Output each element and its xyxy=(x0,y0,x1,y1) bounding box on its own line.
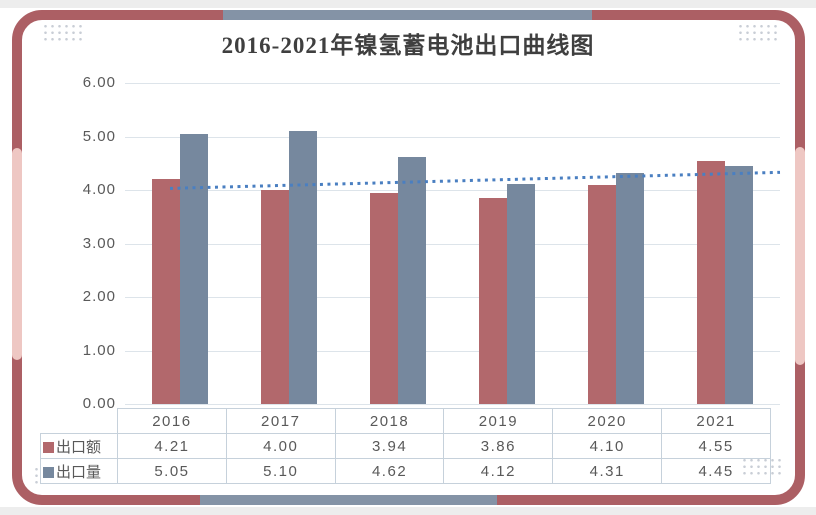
year-header-cell: 2017 xyxy=(225,408,336,434)
plot-area xyxy=(125,83,781,405)
bar-出口额-2016 xyxy=(151,178,180,404)
value-cell: 4.62 xyxy=(334,458,445,484)
y-axis-tick-label: 5.00 xyxy=(82,127,116,145)
bar-出口额-2020 xyxy=(588,184,617,404)
bar-出口量-2020 xyxy=(616,173,645,404)
bar-出口量-2017 xyxy=(288,131,317,404)
y-axis-tick-label: 3.00 xyxy=(82,234,116,252)
dot-grid-ornament-bottom-right xyxy=(741,457,781,476)
series-name: 出口量 xyxy=(56,463,102,481)
series-name: 出口额 xyxy=(56,438,102,456)
gridline-6.00 xyxy=(125,83,780,84)
year-header-cell: 2016 xyxy=(117,408,227,434)
chart-title: 2016-2021年镍氢蓄电池出口曲线图 xyxy=(221,33,595,58)
frame-top-gray-accent xyxy=(223,10,592,20)
bar-出口额-2018 xyxy=(369,193,398,404)
page-top-strip xyxy=(0,0,816,8)
gridline-0.00 xyxy=(125,404,780,405)
dot-grid-ornament-top-left xyxy=(42,23,82,42)
bar-出口量-2021 xyxy=(725,165,754,404)
year-header-cell: 2021 xyxy=(661,408,771,434)
bar-出口量-2018 xyxy=(397,156,426,404)
year-header-cell: 2020 xyxy=(552,408,663,434)
table-row-series: 出口量 5.05 5.10 4.62 4.12 4.31 4.45 xyxy=(40,458,771,484)
bar-出口量-2016 xyxy=(179,133,208,404)
value-cell: 5.10 xyxy=(225,458,336,484)
dot-grid-ornament-top-right xyxy=(737,23,777,42)
value-cell: 4.12 xyxy=(443,458,554,484)
trendline xyxy=(169,170,781,190)
gridline-1.00 xyxy=(125,350,780,352)
bar-出口额-2021 xyxy=(697,160,726,404)
value-cell: 4.21 xyxy=(117,433,227,459)
value-cell: 4.10 xyxy=(552,433,663,459)
frame-left-pink-accent xyxy=(12,148,22,360)
legend-label-cell: 出口量 xyxy=(40,458,118,484)
table-row-series: 出口额 4.21 4.00 3.94 3.86 4.10 4.55 xyxy=(40,433,771,459)
value-cell: 3.94 xyxy=(334,433,445,459)
frame-bottom-gray-accent xyxy=(200,495,497,505)
gridline-2.00 xyxy=(125,297,780,298)
bar-出口额-2017 xyxy=(260,190,289,404)
page-bottom-strip xyxy=(0,507,816,515)
bar-出口额-2019 xyxy=(479,197,508,404)
legend-swatch-icon xyxy=(43,441,54,453)
data-table-wrap: 2016 2017 2018 2019 2020 2021 出口额 4.21 4.00 3.94 3… xyxy=(40,408,771,484)
year-header-cell: 2019 xyxy=(443,408,554,434)
value-cell: 5.05 xyxy=(117,458,227,484)
y-axis-tick-label: 1.00 xyxy=(82,341,116,359)
gridline-3.00 xyxy=(125,243,780,245)
gridline-4.00 xyxy=(125,190,780,191)
y-axis-tick-label: 4.00 xyxy=(82,181,116,198)
table-row-years: 2016 2017 2018 2019 2020 2021 xyxy=(41,408,771,434)
gridline-5.00 xyxy=(125,136,780,138)
value-cell: 4.55 xyxy=(661,433,771,459)
legend-label-cell: 出口额 xyxy=(40,433,118,459)
bar-出口量-2019 xyxy=(507,183,536,404)
value-cell: 3.86 xyxy=(443,433,554,459)
legend-swatch-icon xyxy=(43,466,54,478)
data-table: 2016 2017 2018 2019 2020 2021 出口额 4.21 4.00 3.94 3… xyxy=(40,408,771,484)
y-axis-tick-label: 2.00 xyxy=(82,288,116,305)
table-corner-blank xyxy=(41,409,118,434)
value-cell: 4.00 xyxy=(225,433,336,459)
frame-right-pink-accent xyxy=(795,147,805,365)
y-axis-tick-label: 0.00 xyxy=(82,395,116,412)
value-cell: 4.31 xyxy=(552,458,663,484)
year-header-cell: 2018 xyxy=(334,408,445,434)
y-axis-tick-label: 6.00 xyxy=(82,74,116,91)
